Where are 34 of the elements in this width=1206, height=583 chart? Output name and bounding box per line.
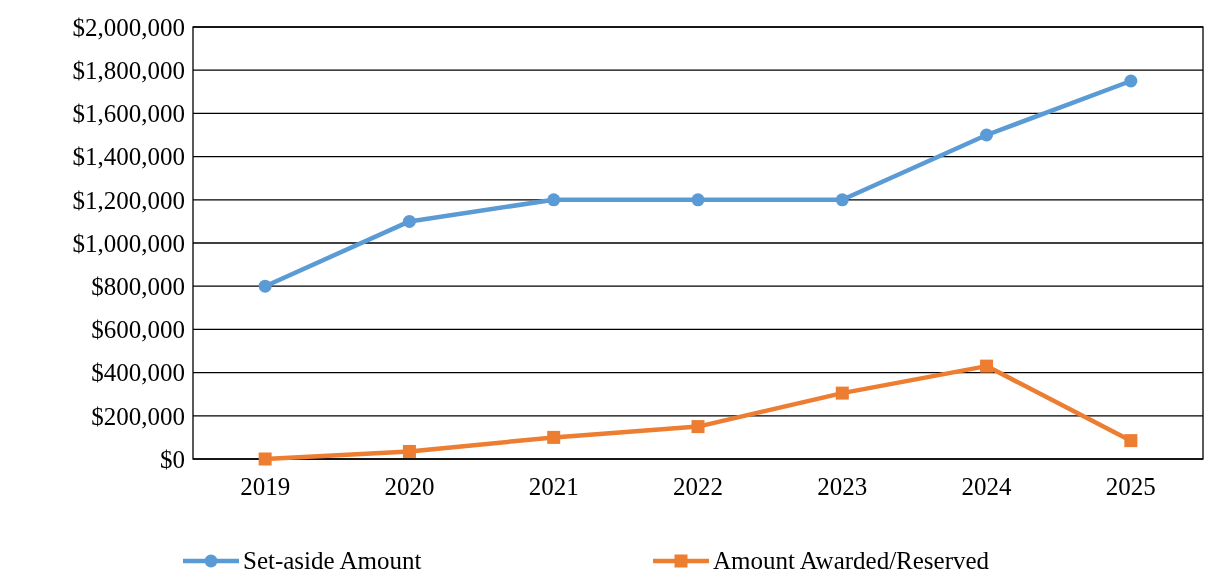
point xyxy=(1124,434,1138,448)
y-tick-label: $800,000 xyxy=(91,272,185,300)
x-tick-label: 2021 xyxy=(528,473,579,500)
legend-label: Amount Awarded/Reserved xyxy=(713,547,990,574)
x-tick-label: 2024 xyxy=(961,473,1013,500)
y-tick-label: $1,200,000 xyxy=(72,186,185,214)
y-tick-label: $1,400,000 xyxy=(72,143,185,171)
point xyxy=(1124,74,1138,88)
y-tick-label: $1,600,000 xyxy=(72,100,185,128)
point xyxy=(258,279,272,293)
x-tick-label: 2019 xyxy=(240,473,291,500)
y-tick-label: $2,000,000 xyxy=(72,13,185,41)
point xyxy=(402,444,416,458)
point xyxy=(547,193,561,207)
x-tick-label: 2022 xyxy=(673,473,723,500)
y-tick-label: $200,000 xyxy=(91,402,185,430)
y-tick-label: $400,000 xyxy=(91,359,185,387)
point xyxy=(691,420,705,434)
legend-label: Set-aside Amount xyxy=(243,547,422,574)
point xyxy=(980,128,994,142)
y-tick-label: $600,000 xyxy=(91,316,185,344)
y-tick-label: $0 xyxy=(160,445,185,473)
point xyxy=(835,386,849,400)
point xyxy=(980,359,994,373)
point xyxy=(258,452,272,466)
point xyxy=(402,214,416,228)
y-tick-label: $1,000,000 xyxy=(72,229,185,257)
x-tick-label: 2020 xyxy=(384,473,435,500)
x-tick-label: 2025 xyxy=(1105,473,1156,500)
y-tick-label: $1,800,000 xyxy=(72,56,185,84)
point xyxy=(691,193,705,207)
point xyxy=(547,430,561,444)
point xyxy=(835,193,849,207)
x-tick-label: 2023 xyxy=(817,473,868,500)
